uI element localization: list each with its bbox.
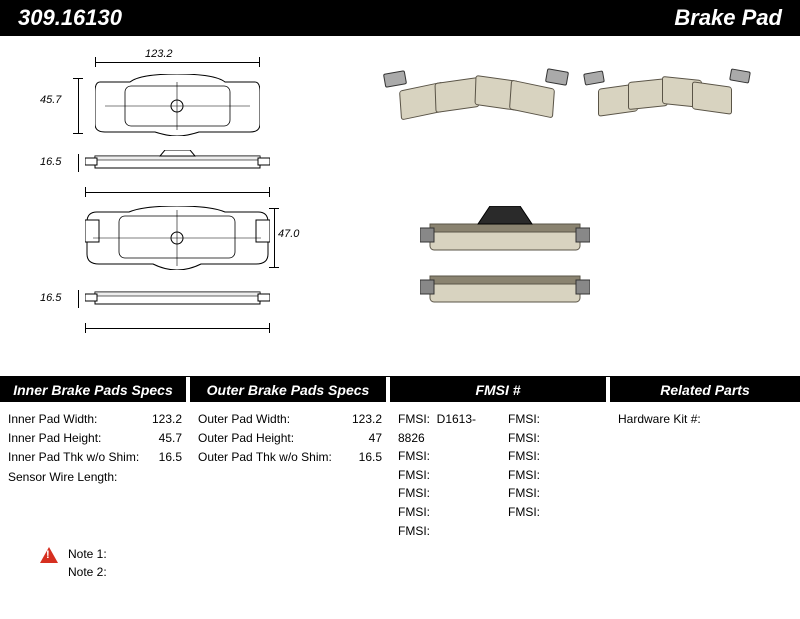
fmsi-row: FMSI: xyxy=(398,466,492,485)
fmsi-label: FMSI: xyxy=(508,468,540,482)
spec-label: Outer Pad Height: xyxy=(198,429,294,448)
inner-specs-col: Inner Pad Width: 123.2 Inner Pad Height: 4… xyxy=(0,408,190,542)
fmsi-label: FMSI: xyxy=(398,486,430,500)
fmsi-row: FMSI: xyxy=(508,503,602,522)
technical-drawing: 123.2 45.7 16.5 xyxy=(30,46,310,366)
spec-value: 47 xyxy=(369,429,382,448)
fmsi-row: FMSI: xyxy=(398,447,492,466)
notes-area: Note 1: Note 2: xyxy=(40,545,107,581)
spec-row: Outer Pad Height: 47 xyxy=(198,429,382,448)
spec-label: Outer Pad Width: xyxy=(198,410,290,429)
fmsi-label: FMSI: xyxy=(398,449,430,463)
spec-value: 123.2 xyxy=(152,410,182,429)
diagram-area: 123.2 45.7 16.5 xyxy=(0,36,800,376)
spec-row: Inner Pad Width: 123.2 xyxy=(8,410,182,429)
spec-row: Sensor Wire Length: xyxy=(8,468,182,487)
spec-row: Hardware Kit #: xyxy=(618,410,792,429)
part-number: 309.16130 xyxy=(18,5,122,31)
fmsi-row: FMSI: xyxy=(398,522,492,541)
fmsi-row: FMSI: xyxy=(508,410,602,429)
spec-value: 123.2 xyxy=(352,410,382,429)
photo-side-views xyxy=(420,206,590,316)
spec-header-fmsi: FMSI # xyxy=(390,377,610,402)
fmsi-row: FMSI: xyxy=(508,429,602,448)
header-bar: 309.16130 Brake Pad xyxy=(0,0,800,36)
fmsi-label: FMSI: xyxy=(508,431,540,445)
spec-header-inner: Inner Brake Pads Specs xyxy=(0,377,190,402)
fmsi-label: FMSI: xyxy=(508,486,540,500)
fmsi-row: FMSI: xyxy=(508,466,602,485)
fmsi-label: FMSI: xyxy=(508,505,540,519)
spec-label: Sensor Wire Length: xyxy=(8,468,117,487)
spec-label: Inner Pad Width: xyxy=(8,410,97,429)
related-col: Hardware Kit #: xyxy=(610,408,800,542)
fmsi-row: FMSI: D1613-8826 xyxy=(398,410,492,447)
fmsi-row: FMSI: xyxy=(508,447,602,466)
note-row: Note 2: xyxy=(68,563,107,581)
spec-value: 16.5 xyxy=(159,448,182,467)
spec-header-outer: Outer Brake Pads Specs xyxy=(190,377,390,402)
spec-row: Inner Pad Thk w/o Shim: 16.5 xyxy=(8,448,182,467)
fmsi-label: FMSI: xyxy=(398,412,430,426)
dim-outer-height: 47.0 xyxy=(278,228,299,240)
fmsi-label: FMSI: xyxy=(398,505,430,519)
fmsi-row: FMSI: xyxy=(508,484,602,503)
warning-icon xyxy=(40,547,58,563)
dim-inner-thk: 16.5 xyxy=(40,156,61,168)
dim-outer-thk: 16.5 xyxy=(40,292,61,304)
spec-row: Inner Pad Height: 45.7 xyxy=(8,429,182,448)
spec-row: Outer Pad Width: 123.2 xyxy=(198,410,382,429)
note-label: Note 1: xyxy=(68,547,107,561)
dim-inner-width: 123.2 xyxy=(145,48,173,60)
spec-value: 16.5 xyxy=(359,448,382,467)
fmsi-label: FMSI: xyxy=(398,468,430,482)
product-photos xyxy=(380,56,760,356)
spec-header-bar: Inner Brake Pads Specs Outer Brake Pads … xyxy=(0,376,800,402)
spec-header-related: Related Parts xyxy=(610,377,800,402)
spec-label: Inner Pad Thk w/o Shim: xyxy=(8,448,139,467)
inner-pad-side xyxy=(85,150,270,174)
fmsi-col-b: FMSI: FMSI: FMSI: FMSI: FMSI: FMSI: xyxy=(500,408,610,542)
fmsi-label: FMSI: xyxy=(508,449,540,463)
spec-label: Inner Pad Height: xyxy=(8,429,101,448)
outer-pad-face xyxy=(85,206,270,270)
fmsi-row: FMSI: xyxy=(398,503,492,522)
note-row: Note 1: xyxy=(68,545,107,563)
fmsi-row: FMSI: xyxy=(398,484,492,503)
spec-label: Outer Pad Thk w/o Shim: xyxy=(198,448,332,467)
dim-inner-height: 45.7 xyxy=(40,94,61,106)
inner-pad-face xyxy=(95,74,260,136)
fmsi-label: FMSI: xyxy=(508,412,540,426)
spec-body: Inner Pad Width: 123.2 Inner Pad Height: 4… xyxy=(0,402,800,542)
spec-row: Outer Pad Thk w/o Shim: 16.5 xyxy=(198,448,382,467)
outer-specs-col: Outer Pad Width: 123.2 Outer Pad Height: 4… xyxy=(190,408,390,542)
part-type: Brake Pad xyxy=(674,5,782,31)
spec-value: 45.7 xyxy=(159,429,182,448)
fmsi-col-a: FMSI: D1613-8826 FMSI: FMSI: FMSI: FMSI:… xyxy=(390,408,500,542)
spec-label: Hardware Kit #: xyxy=(618,410,701,429)
note-label: Note 2: xyxy=(68,565,107,579)
fmsi-label: FMSI: xyxy=(398,524,430,538)
outer-pad-side xyxy=(85,286,270,310)
